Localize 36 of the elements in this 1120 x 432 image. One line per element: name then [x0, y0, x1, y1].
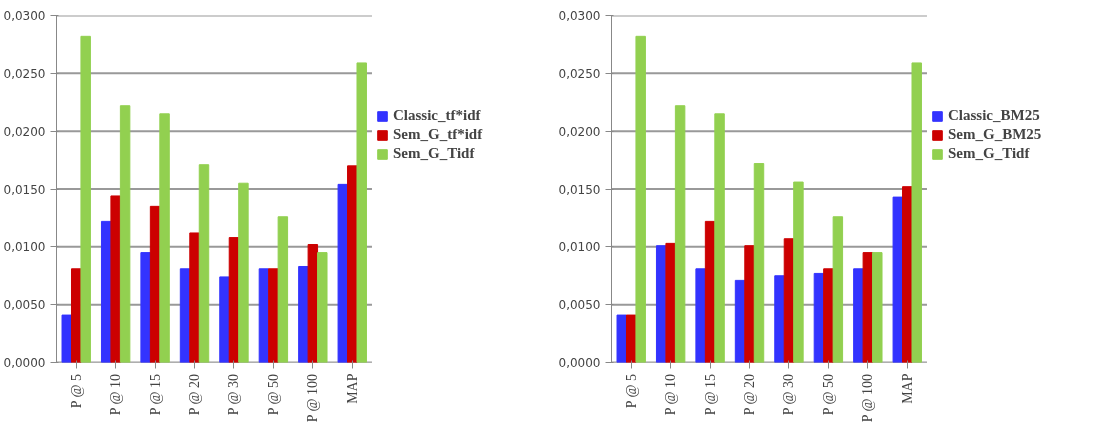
y-tick-label: 0,0100: [558, 240, 601, 255]
x-tick-label: P @ 20: [742, 374, 758, 416]
x-tick-label: P @ 15: [702, 374, 718, 416]
x-tick-label: P @ 5: [68, 374, 84, 409]
y-tick-label: 0,0200: [558, 124, 601, 139]
x-tick-label: P @ 20: [187, 374, 203, 416]
y-tick-label: 0,0300: [3, 9, 46, 23]
y-tick-label: 0,0200: [3, 124, 46, 139]
y-tick-label: 0,0050: [3, 298, 46, 313]
x-tick-label: P @ 30: [226, 374, 242, 416]
x-tick-label: P @ 15: [147, 374, 163, 416]
legend-label: Sem_G_Tidf: [948, 145, 1030, 162]
x-tick-label: P @ 30: [781, 374, 797, 416]
x-tick-label: P @ 10: [663, 374, 679, 416]
legend-label: Classic_tf*idf: [393, 107, 481, 124]
legend-label: Sem_G_Tidf: [393, 145, 475, 162]
y-tick-label: 0,0000: [558, 356, 601, 370]
y-tick-label: 0,0000: [3, 356, 46, 370]
x-tick-label: P @ 50: [265, 374, 281, 416]
legend-label: Sem_G_tf*idf: [393, 126, 483, 143]
y-tick-label: 0,0150: [558, 182, 601, 197]
y-tick-label: 0,0300: [558, 9, 601, 23]
x-tick-label: P @ 100: [305, 374, 321, 423]
x-tick-label: MAP: [899, 373, 915, 404]
x-tick-label: MAP: [344, 373, 360, 404]
legend-label: Classic_BM25: [948, 107, 1040, 124]
x-tick-label: P @ 10: [108, 374, 124, 416]
y-tick-label: 0,0150: [3, 182, 46, 197]
y-tick-label: 0,0250: [3, 66, 46, 81]
x-tick-label: P @ 100: [860, 374, 876, 423]
y-tick-label: 0,0250: [558, 66, 601, 81]
y-tick-label: 0,0100: [3, 240, 46, 255]
x-tick-label: P @ 50: [820, 374, 836, 416]
x-tick-label: P @ 5: [623, 374, 639, 409]
y-tick-label: 0,0050: [558, 298, 601, 313]
legend-label: Sem_G_BM25: [948, 126, 1042, 143]
